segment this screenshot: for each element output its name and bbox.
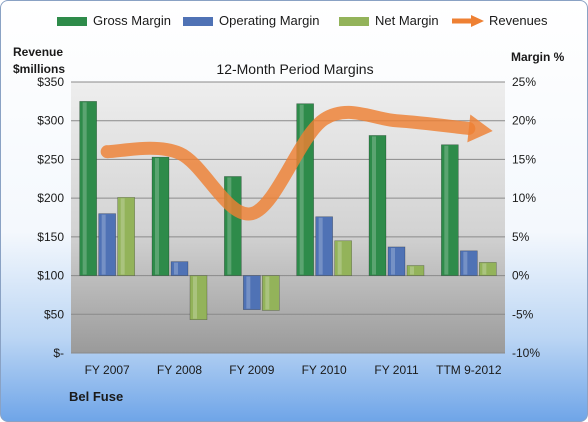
right-axis-tick-label: 25% xyxy=(512,75,536,89)
bar-highlight xyxy=(372,136,376,275)
right-axis-tick-label: 15% xyxy=(512,152,536,166)
bar-gross-margin xyxy=(151,156,170,276)
legend-swatch-net-margin xyxy=(339,17,369,26)
left-axis-title: Revenue $millions xyxy=(13,44,65,78)
left-axis-tick-label: $- xyxy=(53,346,64,360)
legend-swatch-gross-margin xyxy=(57,17,87,26)
left-axis-title-line1: Revenue xyxy=(13,45,64,59)
left-axis-tick-label: $350 xyxy=(37,75,64,89)
bar-highlight xyxy=(318,217,323,275)
legend-label-net-margin: Net Margin xyxy=(375,13,439,28)
bar-gross-margin xyxy=(441,144,459,276)
bar-highlight xyxy=(82,102,87,275)
bar-highlight xyxy=(463,251,468,275)
legend-label-operating-margin: Operating Margin xyxy=(219,13,320,28)
left-axis-tick-label: $100 xyxy=(37,269,64,283)
right-axis-tick-label: 20% xyxy=(512,114,536,128)
bar-highlight xyxy=(101,214,106,275)
right-axis-title: Margin % xyxy=(511,50,565,64)
bar-highlight xyxy=(444,145,449,275)
right-axis-tick-label: 10% xyxy=(512,191,536,205)
bar-operating-margin xyxy=(387,246,406,276)
legend-arrow-revenues xyxy=(452,15,484,27)
left-axis-tick-label: $150 xyxy=(37,230,64,244)
bar-gross-margin xyxy=(79,101,97,276)
bar-highlight xyxy=(337,241,342,275)
bar-operating-margin xyxy=(315,216,333,276)
legend-label-gross-margin: Gross Margin xyxy=(93,13,172,28)
bar-operating-margin xyxy=(460,250,478,276)
legend: Gross Margin Operating Margin Net Margin… xyxy=(1,13,587,35)
bar-highlight xyxy=(227,177,232,275)
chart-title: 12-Month Period Margins xyxy=(216,61,374,77)
legend-swatch-operating-margin xyxy=(183,17,213,26)
bar-gross-margin xyxy=(224,176,242,276)
bar-operating-margin xyxy=(170,261,189,276)
bar-highlight xyxy=(120,198,125,275)
bar-highlight xyxy=(482,263,487,275)
x-axis-tick-label: TTM 9-2012 xyxy=(436,363,502,377)
revenues-line xyxy=(100,105,476,221)
bar-net-margin xyxy=(262,275,280,311)
right-axis-tick-label: -10% xyxy=(512,346,540,360)
legend-label-revenues: Revenues xyxy=(489,13,548,28)
right-axis-tick-label: 5% xyxy=(512,230,530,244)
bar-gross-margin xyxy=(368,135,387,276)
right-axis-tick-label: -5% xyxy=(512,307,534,321)
left-axis-title-line2: $millions xyxy=(13,62,66,76)
bar-highlight xyxy=(391,247,395,275)
bar-highlight xyxy=(155,158,159,275)
x-axis-tick-label: FY 2008 xyxy=(157,363,202,377)
bar-highlight xyxy=(410,266,414,275)
left-axis-tick-label: $200 xyxy=(37,191,64,205)
bar-net-margin xyxy=(406,265,425,276)
bar-highlight xyxy=(265,276,270,310)
bar-highlight xyxy=(193,276,197,319)
company-name: Bel Fuse xyxy=(69,389,124,404)
bar-operating-margin xyxy=(243,275,261,310)
bar-net-margin xyxy=(189,275,208,321)
bar-operating-margin xyxy=(98,213,116,276)
bar-highlight xyxy=(299,104,304,275)
bar-net-margin xyxy=(117,197,135,276)
x-axis-tick-label: FY 2010 xyxy=(302,363,347,377)
bar-net-margin xyxy=(479,262,497,276)
left-axis-tick-label: $300 xyxy=(37,114,64,128)
left-axis-tick-label: $50 xyxy=(44,307,64,321)
right-axis-tick-label: 0% xyxy=(512,269,530,283)
bar-highlight xyxy=(246,276,251,309)
left-axis-tick-label: $250 xyxy=(37,152,64,166)
revenues-arrowhead xyxy=(467,114,493,143)
x-axis-tick-label: FY 2011 xyxy=(374,363,419,377)
bar-net-margin xyxy=(334,240,352,276)
x-axis-tick-label: FY 2007 xyxy=(85,363,130,377)
bar-highlight xyxy=(174,262,178,275)
x-axis-tick-label: FY 2009 xyxy=(229,363,274,377)
